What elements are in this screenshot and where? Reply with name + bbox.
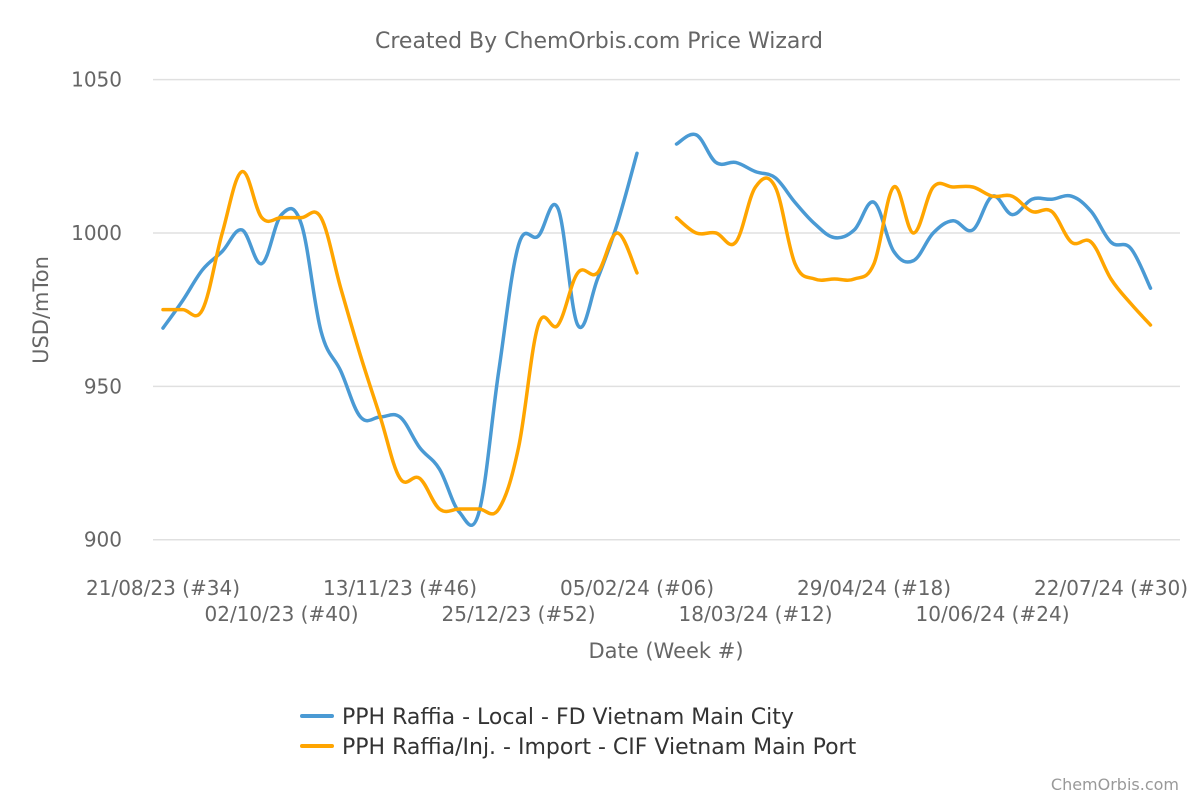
x-axis-label: Date (Week #) — [588, 639, 743, 663]
legend-label: PPH Raffia - Local - FD Vietnam Main Cit… — [342, 705, 794, 730]
x-tick-label: 29/04/24 (#18) — [797, 576, 951, 600]
legend-label: PPH Raffia/Inj. - Import - CIF Vietnam M… — [342, 735, 857, 760]
series-line-1 — [674, 176, 1153, 327]
x-tick-label: 02/10/23 (#40) — [205, 602, 359, 626]
x-tick-label: 18/03/24 (#12) — [679, 602, 833, 626]
legend-item-local[interactable]: PPH Raffia - Local - FD Vietnam Main Cit… — [300, 705, 794, 730]
x-tick-label: 22/07/24 (#30) — [1034, 576, 1188, 600]
y-tick-label: 900 — [84, 528, 122, 552]
y-tick-label: 950 — [84, 374, 122, 398]
legend: PPH Raffia - Local - FD Vietnam Main Cit… — [300, 705, 857, 760]
series-line-0 — [161, 151, 639, 528]
series-line-1 — [161, 169, 639, 516]
x-tick-label: 05/02/24 (#06) — [560, 576, 714, 600]
x-tick-label: 25/12/23 (#52) — [442, 602, 596, 626]
series-line-0 — [674, 132, 1153, 290]
y-tick-label: 1050 — [71, 68, 122, 92]
y-tick-label: 1000 — [71, 221, 122, 245]
x-tick-label: 13/11/23 (#46) — [323, 576, 477, 600]
watermark: ChemOrbis.com — [1051, 775, 1179, 794]
legend-item-import[interactable]: PPH Raffia/Inj. - Import - CIF Vietnam M… — [300, 735, 857, 760]
x-tick-label: 21/08/23 (#34) — [86, 576, 240, 600]
x-tick-label: 10/06/24 (#24) — [916, 602, 1070, 626]
y-axis-label: USD/mTon — [29, 256, 53, 364]
chart-title: Created By ChemOrbis.com Price Wizard — [375, 29, 823, 54]
